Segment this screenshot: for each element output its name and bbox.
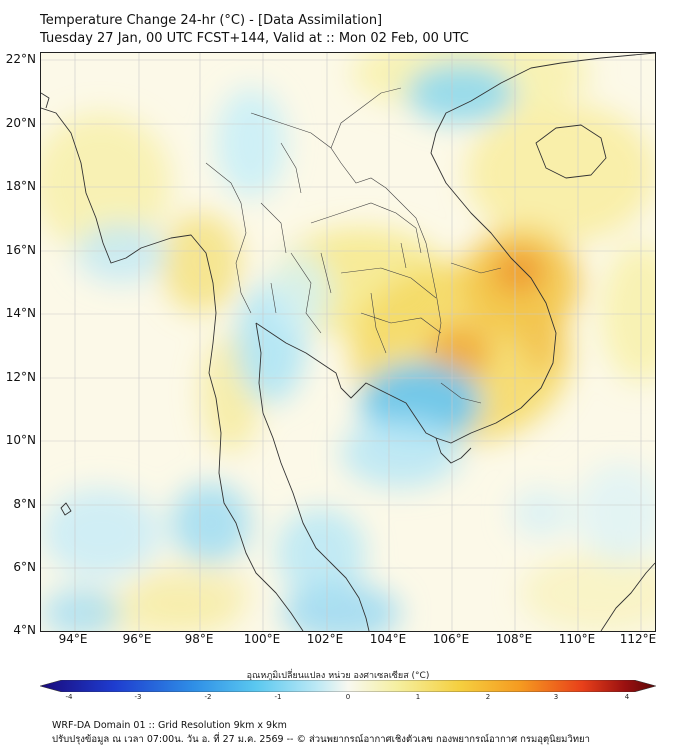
colorbar-tick-4: 4 [624, 693, 630, 701]
lon-label-108: 108°E [495, 632, 533, 646]
lat-label-20: 20°N [5, 116, 36, 130]
borders [205, 87, 502, 404]
colorbar-tick-neg2: -2 [204, 693, 212, 701]
lat-label-16: 16°N [5, 243, 36, 257]
graticule [41, 53, 655, 631]
lat-label-6: 6°N [13, 560, 36, 574]
colorbar-tick-neg1: -1 [274, 693, 282, 701]
colorbar-tick-1: 1 [415, 693, 421, 701]
lon-label-112: 112°E [619, 632, 657, 646]
colorbar-tick-3: 3 [553, 693, 559, 701]
colorbar [40, 680, 656, 692]
colorbar-tick-neg4: -4 [65, 693, 73, 701]
footer-resolution: WRF-DA Domain 01 :: Grid Resolution 9km … [52, 720, 287, 731]
lat-label-22: 22°N [5, 52, 36, 66]
colorbar-tick-neg3: -3 [134, 693, 142, 701]
lat-label-4: 4°N [13, 623, 36, 637]
colorbar-tick-2: 2 [485, 693, 491, 701]
lat-label-8: 8°N [13, 497, 36, 511]
title-line-1: Temperature Change 24-hr (°C) - [Data As… [40, 13, 383, 28]
coastlines [41, 53, 655, 631]
footer-credit: ปรับปรุงข้อมูล ณ เวลา 07:00น. วัน อ. ที่… [52, 734, 590, 745]
footer: WRF-DA Domain 01 :: Grid Resolution 9km … [52, 719, 590, 747]
lon-label-96: 96°E [122, 632, 152, 646]
lon-label-106: 106°E [432, 632, 470, 646]
temperature-field [41, 53, 655, 631]
temperature-change-map [41, 53, 655, 631]
map-title: Temperature Change 24-hr (°C) - [Data As… [40, 12, 469, 48]
title-line-2: Tuesday 27 Jan, 00 UTC FCST+144, Valid a… [40, 31, 469, 46]
lon-label-104: 104°E [369, 632, 407, 646]
colorbar-gradient [40, 680, 656, 692]
lon-label-98: 98°E [184, 632, 214, 646]
lon-label-110: 110°E [558, 632, 596, 646]
colorbar-caption: อุณหภูมิเปลี่ยนแปลง หน่วย องศาเซลเซียส (… [246, 671, 430, 681]
map-panel[interactable] [40, 52, 656, 632]
lat-label-18: 18°N [5, 179, 36, 193]
lat-label-12: 12°N [5, 370, 36, 384]
lon-label-94: 94°E [58, 632, 88, 646]
lat-label-14: 14°N [5, 306, 36, 320]
lon-label-100: 100°E [243, 632, 281, 646]
lon-label-102: 102°E [306, 632, 344, 646]
lat-label-10: 10°N [5, 433, 36, 447]
colorbar-tick-0: 0 [345, 693, 351, 701]
